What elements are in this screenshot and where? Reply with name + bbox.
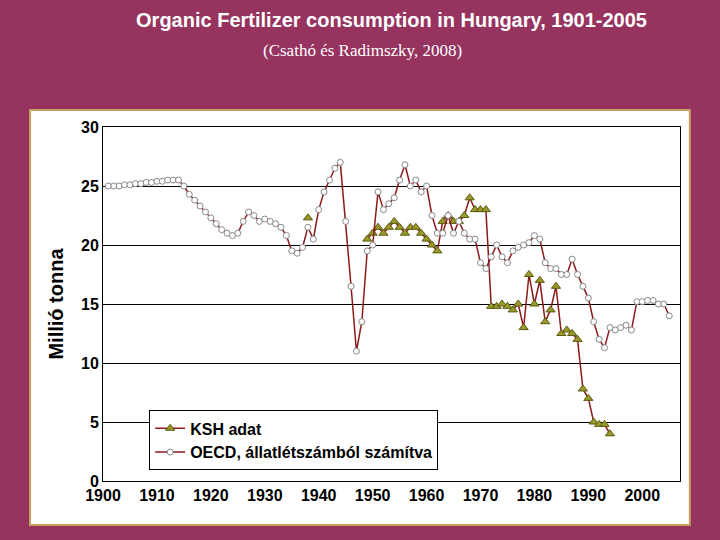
svg-text:Organic Fertilizer consumption: Organic Fertilizer consumption in Hungar… — [136, 9, 647, 31]
svg-text:30: 30 — [81, 119, 99, 136]
svg-text:1910: 1910 — [139, 487, 175, 504]
svg-text:1900: 1900 — [85, 487, 121, 504]
svg-text:1920: 1920 — [193, 487, 229, 504]
svg-text:2000: 2000 — [624, 487, 660, 504]
svg-text:1990: 1990 — [571, 487, 607, 504]
svg-text:0: 0 — [90, 473, 99, 490]
svg-text:15: 15 — [81, 296, 99, 313]
svg-text:1950: 1950 — [355, 487, 391, 504]
svg-text:10: 10 — [81, 355, 99, 372]
svg-text:OECD, állatlétszámból számítva: OECD, állatlétszámból számítva — [190, 444, 432, 461]
svg-text:(Csathó és Radimszky, 2008): (Csathó és Radimszky, 2008) — [263, 41, 462, 60]
svg-text:5: 5 — [90, 414, 99, 431]
svg-text:Millió tonna: Millió tonna — [45, 248, 67, 360]
svg-text:1930: 1930 — [247, 487, 283, 504]
svg-text:20: 20 — [81, 237, 99, 254]
svg-text:1970: 1970 — [463, 487, 499, 504]
svg-text:KSH adat: KSH adat — [190, 421, 262, 438]
svg-text:1960: 1960 — [409, 487, 445, 504]
svg-text:1940: 1940 — [301, 487, 337, 504]
svg-text:25: 25 — [81, 178, 99, 195]
svg-text:1980: 1980 — [517, 487, 553, 504]
